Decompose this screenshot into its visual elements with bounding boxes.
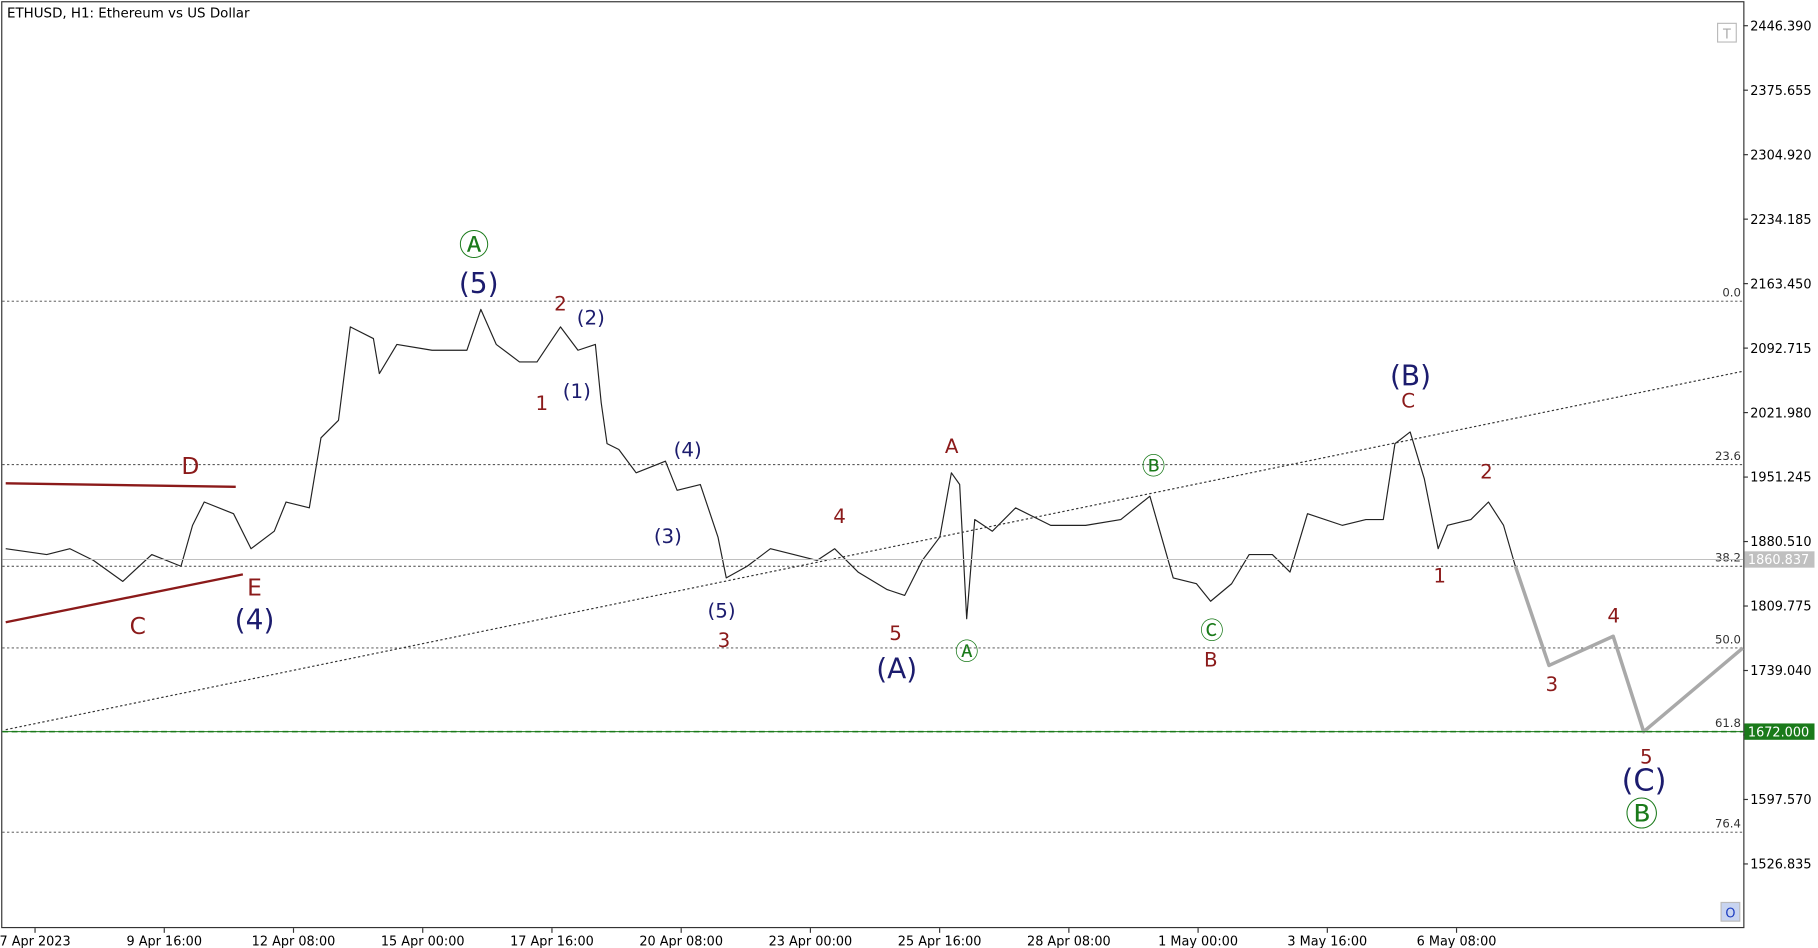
wave-label: 4 (1607, 604, 1620, 627)
y-tick-label: 1880.510 (1750, 535, 1811, 550)
wave-label: (3) (654, 525, 682, 548)
wave-label: (5) (708, 600, 736, 623)
wave-label: Ⓐ (459, 229, 489, 264)
wave-label: 3 (718, 629, 731, 652)
y-tick-label: 2234.185 (1750, 213, 1811, 228)
projection-line (5, 370, 1744, 731)
wave-label: (B) (1390, 359, 1431, 392)
price-tag-box (1744, 723, 1815, 740)
wave-label: 1 (535, 392, 548, 415)
wave-label: E (247, 573, 262, 601)
wave-label: (4) (674, 438, 702, 461)
wave-label: (1) (563, 380, 591, 403)
x-tick-label: 15 Apr 00:00 (381, 935, 465, 948)
x-tick-label: 23 Apr 00:00 (769, 935, 853, 948)
chart-title: ETHUSD, H1: Ethereum vs US Dollar (7, 7, 250, 22)
x-tick-label: 1 May 00:00 (1158, 935, 1238, 948)
chart-button-label[interactable]: T (1722, 28, 1731, 43)
fib-label: 0.0 (1722, 286, 1741, 300)
chart-button[interactable] (1720, 901, 1741, 922)
x-tick-label: 9 Apr 16:00 (127, 935, 202, 948)
wave-label: (C) (1622, 763, 1667, 798)
wave-label: (2) (577, 307, 605, 330)
projection-line (1513, 565, 1745, 734)
y-tick-label: 1597.570 (1750, 793, 1811, 808)
wave-label: 1 (1433, 565, 1446, 588)
fib-label: 61.8 (1715, 716, 1741, 730)
fib-label: 76.4 (1715, 816, 1741, 830)
wave-label: C (130, 612, 146, 640)
price-tag-box (1744, 551, 1815, 568)
y-tick-label: 1526.835 (1750, 858, 1811, 873)
wave-label: 2 (554, 293, 567, 316)
wave-label: C (1401, 389, 1415, 412)
wave-label: (A) (876, 652, 917, 685)
y-tick-label: 2163.450 (1750, 277, 1811, 292)
y-tick-label: 1951.245 (1750, 471, 1811, 486)
x-tick-label: 6 May 08:00 (1417, 935, 1497, 948)
wave-label: B (1204, 649, 1218, 672)
wave-label: Ⓐ (955, 638, 978, 666)
x-tick-label: 7 Apr 2023 (0, 935, 71, 948)
price-tag-label: 1672.000 (1748, 725, 1809, 740)
x-tick-label: 12 Apr 08:00 (252, 935, 336, 948)
wave-label: 5 (1640, 746, 1653, 769)
fib-label: 50.0 (1715, 632, 1741, 646)
y-tick-label: 2092.715 (1750, 342, 1811, 357)
plot-frame (1, 1, 1745, 929)
price-tag-label: 1860.837 (1748, 553, 1809, 568)
y-tick-label: 2446.390 (1750, 19, 1811, 34)
fib-label: 23.6 (1715, 449, 1741, 463)
wave-label: 3 (1545, 673, 1558, 696)
wave-label: Ⓑ (1142, 452, 1165, 480)
x-tick-label: 17 Apr 16:00 (510, 935, 594, 948)
wave-label: A (945, 435, 959, 458)
x-tick-label: 20 Apr 08:00 (639, 935, 723, 948)
x-tick-label: 28 Apr 08:00 (1027, 935, 1111, 948)
projection-line (5, 482, 236, 489)
wave-label: Ⓑ (1625, 795, 1658, 833)
wave-label: 2 (1480, 461, 1493, 484)
wave-label: (5) (459, 267, 499, 300)
fib-label: 38.2 (1715, 551, 1741, 565)
wave-label: D (181, 452, 199, 480)
wave-label: 5 (889, 622, 902, 645)
projection-line (5, 573, 244, 624)
wave-label: 4 (833, 505, 846, 528)
chart-button[interactable] (1717, 22, 1737, 43)
y-tick-label: 2304.920 (1750, 148, 1811, 163)
wave-label: (4) (235, 603, 275, 636)
x-tick-label: 25 Apr 16:00 (898, 935, 982, 948)
x-tick-label: 3 May 16:00 (1287, 935, 1367, 948)
y-tick-label: 2021.980 (1750, 406, 1811, 421)
price-line (5, 308, 1516, 620)
y-tick-label: 1809.775 (1750, 600, 1811, 615)
chart-button-label[interactable]: O (1725, 907, 1735, 922)
y-tick-label: 2375.655 (1750, 84, 1811, 99)
wave-label: Ⓒ (1200, 617, 1223, 645)
y-tick-label: 1739.040 (1750, 664, 1811, 679)
